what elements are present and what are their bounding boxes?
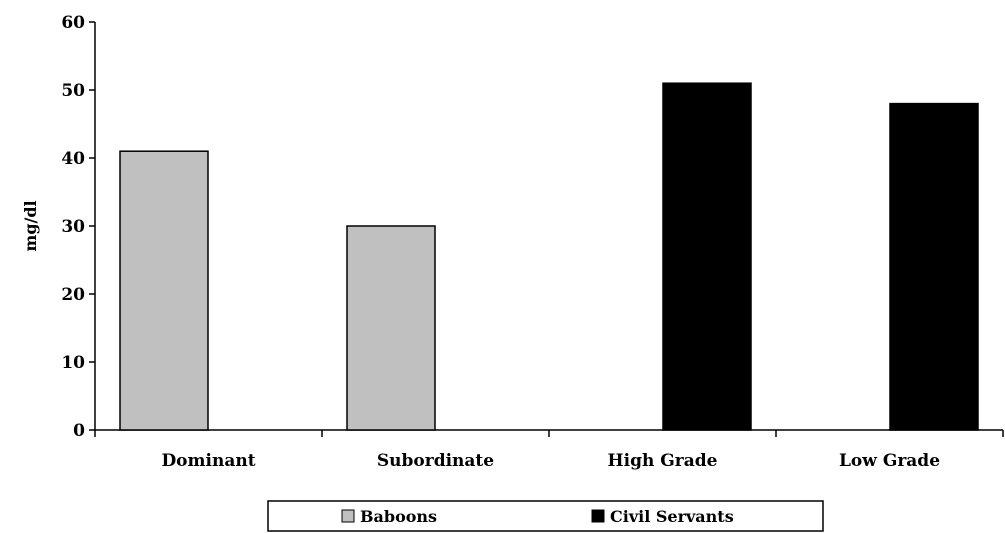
y-axis: 0 10 20 30 40 50 60 (61, 13, 96, 441)
x-tick-label: High Grade (608, 451, 718, 471)
legend-label: Civil Servants (610, 507, 734, 526)
legend-swatch (591, 509, 605, 523)
x-tick-label: Subordinate (377, 451, 494, 471)
y-tick-label: 30 (61, 217, 85, 237)
legend-swatch (341, 509, 355, 523)
x-axis: Dominant Subordinate High Grade Low Grade (94, 429, 1004, 471)
y-tick-label: 20 (61, 285, 85, 305)
legend-label: Baboons (360, 507, 437, 526)
y-axis-title: mg/dl (21, 200, 40, 251)
bar-civil-servants (662, 82, 752, 431)
bar-civil-servants (889, 102, 979, 431)
y-tick-label: 0 (73, 421, 85, 441)
y-tick-label: 60 (61, 13, 85, 33)
bars (119, 82, 979, 431)
bar-baboons (119, 150, 209, 431)
legend-box (267, 500, 824, 532)
legend: Baboons Civil Servants (267, 500, 824, 532)
bar-baboons (346, 225, 436, 431)
x-tick-label: Dominant (161, 451, 255, 471)
y-tick-label: 40 (61, 149, 85, 169)
x-tick-label: Low Grade (839, 451, 940, 471)
y-tick-label: 10 (61, 353, 85, 373)
y-tick-label: 50 (61, 81, 85, 101)
